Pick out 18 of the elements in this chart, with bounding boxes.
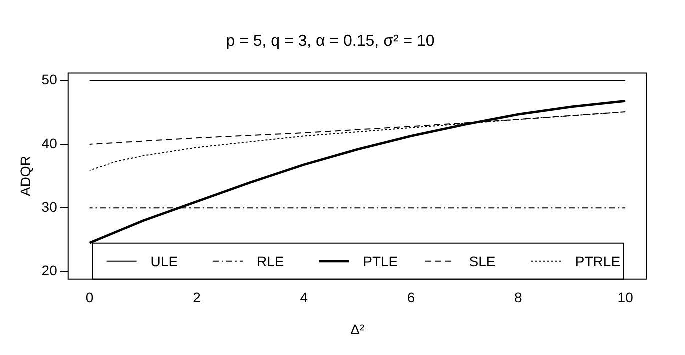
x-tick-label: 0 [86, 290, 94, 306]
legend-label: PTRLE [575, 253, 621, 270]
y-tick-label: 40 [42, 135, 58, 152]
legend-label: PTLE [363, 253, 398, 270]
legend-label: RLE [256, 253, 284, 270]
x-axis-title: Δ² [350, 321, 366, 338]
y-tick-label: 50 [42, 72, 58, 88]
chart-title: p = 5, q = 3, α = 0.15, σ² = 10 [226, 33, 435, 50]
x-tick-label: 4 [300, 290, 308, 306]
y-axis-title: ADQR [17, 156, 34, 197]
y-tick-label: 30 [42, 198, 58, 215]
x-tick-label: 8 [514, 290, 523, 306]
y-tick-label: 20 [42, 262, 58, 279]
legend-label: SLE [469, 253, 496, 270]
x-tick-label: 6 [407, 290, 416, 306]
legend-label: ULE [150, 253, 178, 270]
x-tick-label: 10 [618, 290, 634, 306]
x-tick-label: 2 [193, 290, 202, 306]
